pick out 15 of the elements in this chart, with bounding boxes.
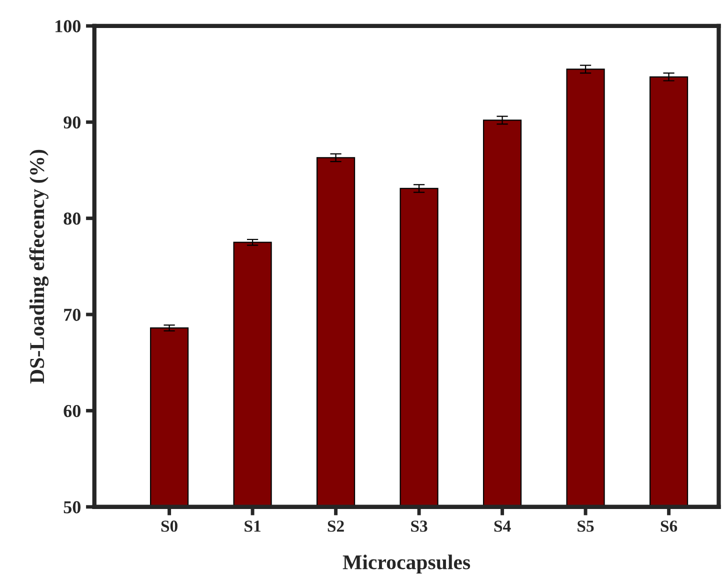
x-tick-label: S5	[578, 520, 594, 532]
x-tick-label: S4	[494, 520, 511, 532]
y-tick-label: 90	[64, 116, 80, 129]
y-tick-label: 100	[56, 20, 80, 32]
x-tick-label: S2	[328, 520, 344, 532]
y-tick-label: 80	[64, 212, 80, 225]
y-tick-label: 50	[64, 501, 80, 514]
x-tick-label: S1	[244, 520, 260, 532]
y-tick-label: 60	[64, 404, 80, 418]
x-tick-label: S0	[161, 520, 178, 532]
y-tick-label: 70	[64, 308, 80, 321]
y-axis-title: DS-Loading effecency (%)	[29, 150, 49, 384]
x-tick-label: S3	[411, 520, 428, 532]
x-tick-label: S6	[660, 520, 678, 532]
x-axis-title: Microcapsules	[342, 554, 470, 574]
